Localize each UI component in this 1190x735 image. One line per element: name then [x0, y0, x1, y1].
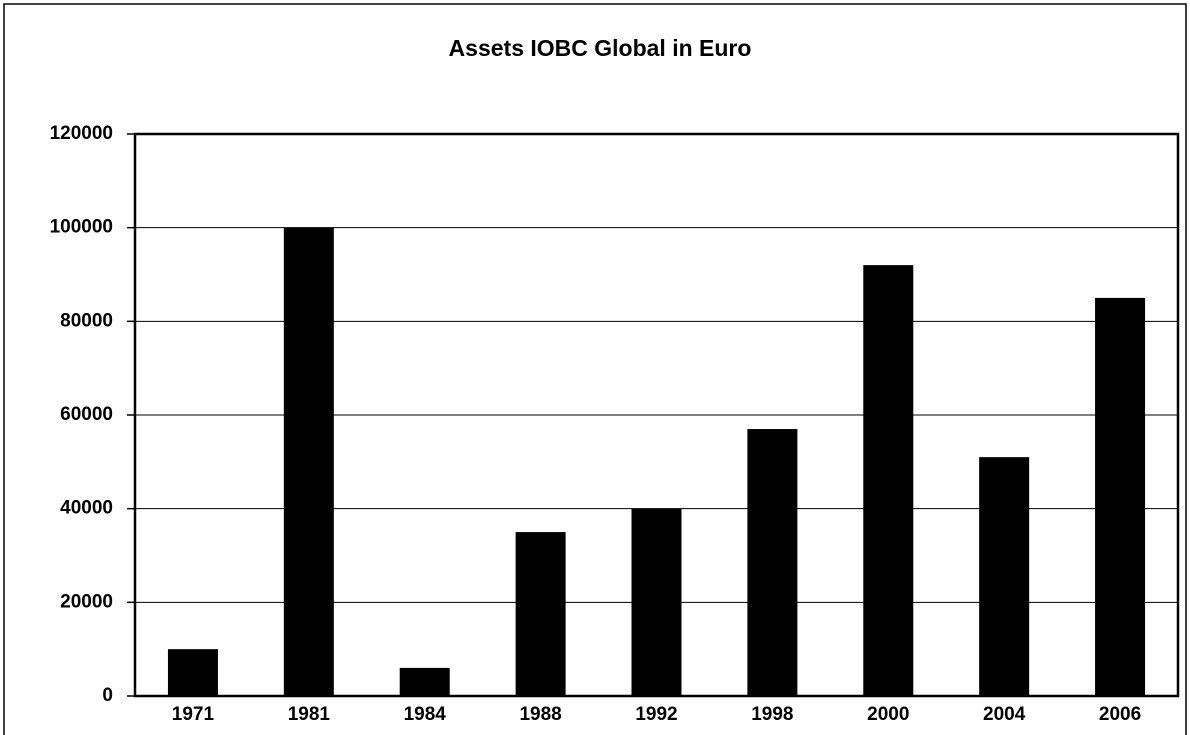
y-tick-label: 80000: [60, 310, 113, 331]
x-tick-label: 2006: [1099, 704, 1141, 725]
bar: [1095, 297, 1146, 696]
y-tick-label: 40000: [60, 498, 113, 519]
y-tick-label: 120000: [50, 123, 113, 144]
x-tick-label: 1984: [404, 704, 447, 725]
x-tick-label: 1998: [751, 704, 793, 725]
bar: [399, 667, 450, 696]
y-tick-label: 60000: [60, 404, 113, 425]
chart-title: Assets IOBC Global in Euro: [449, 35, 752, 61]
x-tick-label: 1992: [635, 704, 677, 725]
y-tick-label: 0: [102, 685, 113, 706]
x-tick-label: 2004: [983, 704, 1026, 725]
y-tick-label: 100000: [50, 217, 113, 238]
chart-frame: [3, 3, 1187, 735]
x-tick-label: 1971: [172, 704, 215, 725]
x-tick-label: 1988: [519, 704, 561, 725]
bar: [979, 457, 1030, 696]
bar: [747, 429, 798, 696]
bar: [515, 532, 566, 696]
bar: [631, 508, 682, 696]
bar: [283, 227, 334, 696]
plot-frame: [133, 132, 1180, 698]
bar: [167, 649, 218, 696]
y-tick-label: 20000: [60, 591, 113, 612]
x-tick-label: 2000: [867, 704, 909, 725]
bar: [863, 265, 914, 696]
x-tick-label: 1981: [288, 704, 331, 725]
